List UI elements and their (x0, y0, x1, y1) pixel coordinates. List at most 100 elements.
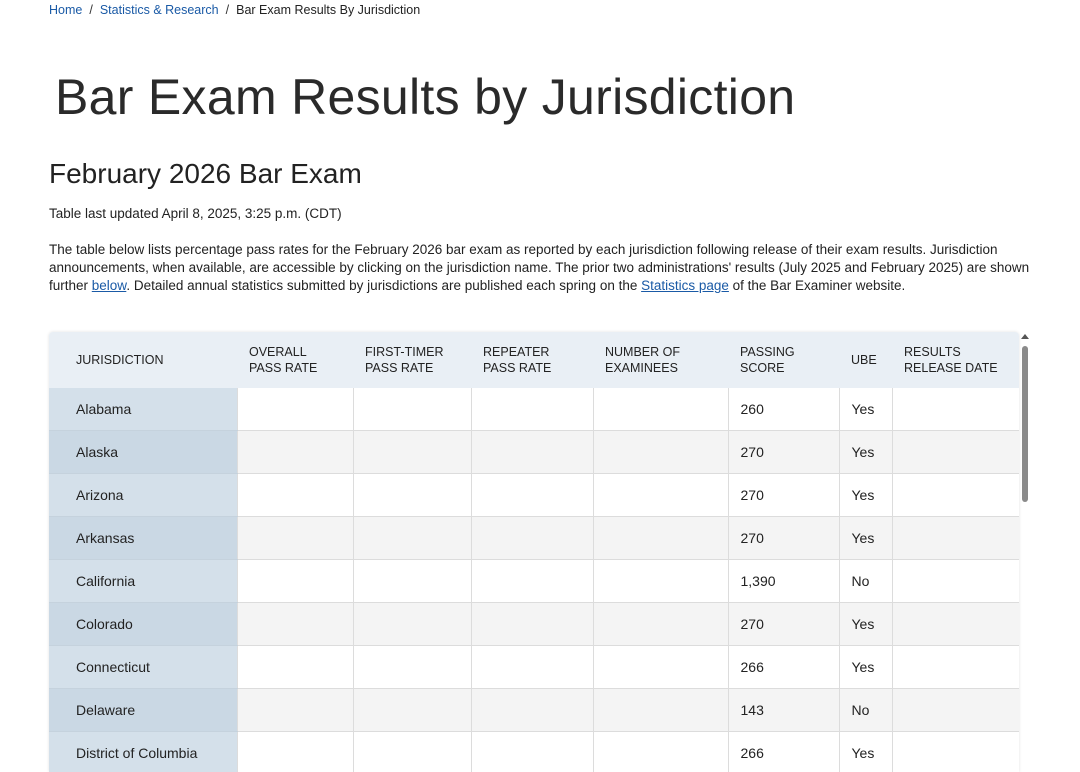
table-row: California 1,390 No (49, 559, 1019, 603)
overall-pass-rate-cell (236, 731, 353, 772)
examinees-cell (592, 731, 728, 772)
column-header-number-of-examinees[interactable]: NUMBER OF EXAMINEES (593, 332, 728, 388)
jurisdiction-cell[interactable]: Arizona (49, 473, 237, 517)
jurisdiction-cell[interactable]: Delaware (49, 688, 237, 732)
breadcrumb-home-link[interactable]: Home (49, 3, 83, 17)
results-table: JURISDICTION OVERALL PASS RATE FIRST-TIM… (49, 332, 1019, 772)
ube-cell: Yes (838, 602, 892, 646)
ube-cell: Yes (838, 430, 892, 474)
examinees-cell (592, 559, 728, 603)
table-row: Arkansas 270 Yes (49, 516, 1019, 560)
results-table-container: JURISDICTION OVERALL PASS RATE FIRST-TIM… (49, 332, 1019, 772)
first-timer-pass-rate-cell (352, 430, 471, 474)
repeater-pass-rate-cell (470, 688, 593, 732)
passing-score-cell: 143 (727, 688, 839, 732)
jurisdiction-cell[interactable]: Colorado (49, 602, 237, 646)
first-timer-pass-rate-cell (352, 559, 471, 603)
overall-pass-rate-cell (236, 602, 353, 646)
first-timer-pass-rate-cell (352, 602, 471, 646)
jurisdiction-cell[interactable]: Alabama (49, 388, 237, 431)
release-date-cell (891, 688, 1019, 732)
first-timer-pass-rate-cell (352, 688, 471, 732)
passing-score-cell: 270 (727, 516, 839, 560)
examinees-cell (592, 516, 728, 560)
repeater-pass-rate-cell (470, 645, 593, 689)
ube-cell: Yes (838, 388, 892, 431)
table-row: District of Columbia 266 Yes (49, 731, 1019, 772)
table-row: Connecticut 266 Yes (49, 645, 1019, 689)
below-link[interactable]: below (91, 278, 127, 293)
column-header-repeater-pass-rate[interactable]: REPEATER PASS RATE (471, 332, 593, 388)
column-header-first-timer-pass-rate[interactable]: FIRST-TIMER PASS RATE (353, 332, 471, 388)
column-header-ube[interactable]: UBE (839, 332, 892, 388)
overall-pass-rate-cell (236, 516, 353, 560)
release-date-cell (891, 430, 1019, 474)
first-timer-pass-rate-cell (352, 473, 471, 517)
jurisdiction-cell[interactable]: California (49, 559, 237, 603)
release-date-cell (891, 516, 1019, 560)
breadcrumb-statistics-link[interactable]: Statistics & Research (99, 3, 219, 17)
scroll-up-arrow-icon[interactable] (1021, 334, 1029, 339)
first-timer-pass-rate-cell (352, 731, 471, 772)
description-text: The table below lists percentage pass ra… (49, 242, 1030, 293)
passing-score-cell: 1,390 (727, 559, 839, 603)
section-title: February 2026 Bar Exam (49, 158, 362, 189)
table-row: Delaware 143 No (49, 688, 1019, 732)
release-date-cell (891, 473, 1019, 517)
examinees-cell (592, 388, 728, 431)
breadcrumb-current: Bar Exam Results By Jurisdiction (236, 3, 421, 17)
ube-cell: No (838, 559, 892, 603)
breadcrumb-separator: / (89, 3, 93, 17)
jurisdiction-cell[interactable]: Alaska (49, 430, 237, 474)
overall-pass-rate-cell (236, 688, 353, 732)
ube-cell: Yes (838, 731, 892, 772)
release-date-cell (891, 731, 1019, 772)
table-row: Arizona 270 Yes (49, 473, 1019, 517)
statistics-page-link[interactable]: Statistics page (641, 278, 729, 293)
column-header-results-release-date[interactable]: RESULTS RELEASE DATE (892, 332, 1019, 388)
examinees-cell (592, 645, 728, 689)
table-description: The table below lists percentage pass ra… (49, 241, 1034, 295)
repeater-pass-rate-cell (470, 602, 593, 646)
table-row: Alabama 260 Yes (49, 388, 1019, 431)
column-header-jurisdiction[interactable]: JURISDICTION (49, 332, 237, 388)
release-date-cell (891, 645, 1019, 689)
page-title: Bar Exam Results by Jurisdiction (55, 69, 796, 125)
release-date-cell (891, 388, 1019, 431)
table-row: Colorado 270 Yes (49, 602, 1019, 646)
column-header-passing-score[interactable]: PASSING SCORE (728, 332, 839, 388)
jurisdiction-cell[interactable]: Arkansas (49, 516, 237, 560)
passing-score-cell: 270 (727, 473, 839, 517)
repeater-pass-rate-cell (470, 516, 593, 560)
release-date-cell (891, 559, 1019, 603)
passing-score-cell: 270 (727, 430, 839, 474)
jurisdiction-cell[interactable]: Connecticut (49, 645, 237, 689)
ube-cell: Yes (838, 645, 892, 689)
description-text: of the Bar Examiner website. (728, 278, 906, 293)
column-header-overall-pass-rate[interactable]: OVERALL PASS RATE (237, 332, 353, 388)
first-timer-pass-rate-cell (352, 645, 471, 689)
passing-score-cell: 260 (727, 388, 839, 431)
passing-score-cell: 266 (727, 645, 839, 689)
overall-pass-rate-cell (236, 473, 353, 517)
jurisdiction-cell[interactable]: District of Columbia (49, 731, 237, 772)
last-updated-text: Table last updated April 8, 2025, 3:25 p… (49, 206, 342, 221)
ube-cell: No (838, 688, 892, 732)
repeater-pass-rate-cell (470, 473, 593, 517)
repeater-pass-rate-cell (470, 430, 593, 474)
examinees-cell (592, 473, 728, 517)
breadcrumb-separator: / (225, 3, 230, 17)
scrollbar-thumb[interactable] (1022, 346, 1028, 502)
examinees-cell (592, 688, 728, 732)
repeater-pass-rate-cell (470, 559, 593, 603)
release-date-cell (891, 602, 1019, 646)
passing-score-cell: 266 (727, 731, 839, 772)
overall-pass-rate-cell (236, 559, 353, 603)
repeater-pass-rate-cell (470, 388, 593, 431)
ube-cell: Yes (838, 516, 892, 560)
examinees-cell (592, 430, 728, 474)
passing-score-cell: 270 (727, 602, 839, 646)
examinees-cell (592, 602, 728, 646)
first-timer-pass-rate-cell (352, 388, 471, 431)
table-scrollbar[interactable] (1021, 334, 1029, 772)
